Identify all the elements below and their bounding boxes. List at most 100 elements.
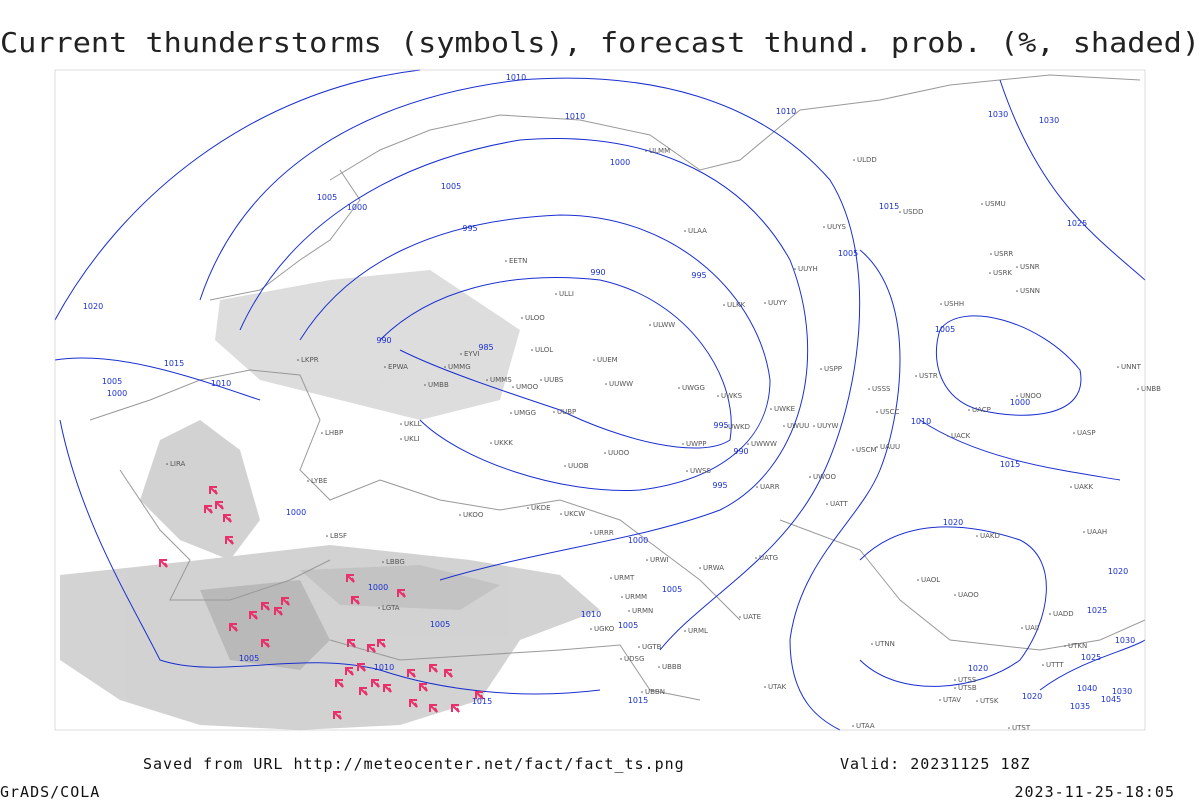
thunderstorm-symbol <box>367 644 376 653</box>
station-dot <box>521 317 523 319</box>
isobar-label: 1020 <box>83 302 103 311</box>
station-label: URML <box>688 627 708 635</box>
isobar-label: 1030 <box>1115 636 1135 645</box>
thunderstorm-symbol <box>345 667 354 676</box>
station-label: UADD <box>1053 610 1074 618</box>
station-dot <box>628 610 630 612</box>
station-dot <box>378 607 380 609</box>
station-dot <box>658 666 660 668</box>
station-dot <box>555 293 557 295</box>
isobar-label: 1020 <box>1108 567 1128 576</box>
station-label: UTST <box>1012 724 1031 732</box>
thunderstorm-symbol <box>204 505 213 514</box>
station-label: UUBP <box>557 408 576 416</box>
isobars <box>54 69 1146 731</box>
isobar-label: 1025 <box>1081 653 1101 662</box>
coastlines <box>89 74 1146 701</box>
station-label: UKDE <box>531 504 551 512</box>
station-label: URMN <box>632 607 653 615</box>
station-dot <box>755 557 757 559</box>
station-dot <box>852 449 854 451</box>
station-dot <box>747 443 749 445</box>
station-dot <box>1016 290 1018 292</box>
station-label: USSS <box>872 385 891 393</box>
station-dot <box>976 700 978 702</box>
thunderstorm-symbol <box>475 691 484 700</box>
thunderstorm-symbol <box>407 669 416 678</box>
station-dot <box>684 230 686 232</box>
isobar-label: 1020 <box>968 664 988 673</box>
isobar-label: 1005 <box>430 620 450 629</box>
thunderstorm-symbol <box>357 663 366 672</box>
station-dot <box>770 408 772 410</box>
station-label: USRR <box>994 250 1013 258</box>
station-dot <box>871 643 873 645</box>
station-label: UAUU <box>880 443 900 451</box>
station-label: ULKK <box>727 301 746 309</box>
isobar-label: 1025 <box>1087 606 1107 615</box>
station-label: EPWA <box>388 363 408 371</box>
isobar-label: 1000 <box>1010 398 1030 407</box>
station-dot <box>876 411 878 413</box>
station-dot <box>915 375 917 377</box>
station-dot <box>645 150 647 152</box>
isobar-label: 1020 <box>1022 692 1042 701</box>
station-label: UTSS <box>958 676 977 684</box>
station-dot <box>1117 366 1119 368</box>
thunderstorm-symbol <box>383 684 392 693</box>
station-label: UMMG <box>448 363 471 371</box>
station-dot <box>604 452 606 454</box>
isobar-label: 1000 <box>368 583 388 592</box>
station-label: USHH <box>944 300 964 308</box>
station-label: UATG <box>759 554 778 562</box>
station-dot <box>699 567 701 569</box>
isobar-label: 1000 <box>347 203 367 212</box>
station-label: UWOO <box>813 473 837 481</box>
station-label: UKOO <box>463 511 484 519</box>
station-label: LBSF <box>330 532 347 540</box>
map-frame <box>54 69 1146 731</box>
station-label: UTAV <box>943 696 961 704</box>
thunderstorm-symbol <box>229 623 238 632</box>
station-label: UUEM <box>597 356 618 364</box>
station-label: ULLI <box>559 290 574 298</box>
isobar-label: 995 <box>713 421 728 430</box>
station-dot <box>512 386 514 388</box>
thunderstorm-symbol <box>225 536 234 545</box>
station-dot <box>307 480 309 482</box>
thunderstorm-symbol <box>333 711 342 720</box>
thunderstorm-symbol <box>261 639 270 648</box>
station-label: UAOO <box>958 591 979 599</box>
station-dot <box>981 203 983 205</box>
station-dot <box>717 395 719 397</box>
isobar-label: 1000 <box>107 389 127 398</box>
station-label: UBBN <box>645 688 665 696</box>
station-dot <box>917 579 919 581</box>
isobar-label: 1035 <box>1070 702 1090 711</box>
isobar-label: 990 <box>590 268 605 277</box>
station-label: UWPP <box>686 440 707 448</box>
station-dot <box>590 532 592 534</box>
station-dot <box>756 486 758 488</box>
station-label: USNR <box>1020 263 1040 271</box>
station-dot <box>947 435 949 437</box>
thunderstorm-symbol <box>209 486 218 495</box>
station-dot <box>853 159 855 161</box>
station-dot <box>1008 727 1010 729</box>
isobar-label: 1030 <box>1039 116 1059 125</box>
thunderstorm-symbol <box>215 501 224 510</box>
station-label: ULDD <box>857 156 877 164</box>
isobar-label: 1010 <box>776 107 796 116</box>
station-label: ULAA <box>688 227 707 235</box>
thunderstorm-symbol <box>451 704 460 713</box>
station-dot <box>646 559 648 561</box>
station-dot <box>1049 613 1051 615</box>
station-label: UACK <box>951 432 971 440</box>
isobar-label: 1015 <box>472 697 492 706</box>
station-dot <box>954 687 956 689</box>
station-dot <box>764 686 766 688</box>
station-label: UWKS <box>721 392 743 400</box>
station-dot <box>809 476 811 478</box>
station-dot <box>638 646 640 648</box>
station-label: UWKE <box>774 405 795 413</box>
